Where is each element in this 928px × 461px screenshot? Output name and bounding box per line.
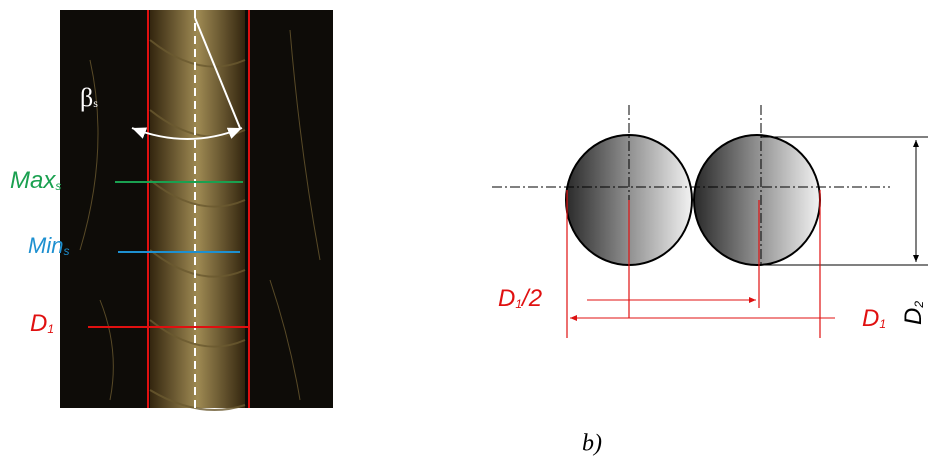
rope	[150, 10, 245, 408]
photo-panel: βs Maxs Mins D1	[10, 10, 333, 410]
half-text: D	[498, 285, 515, 312]
d2-text: D	[900, 308, 927, 325]
max-text: Max	[10, 167, 56, 194]
d2-label: D2	[900, 301, 927, 325]
d-text: D	[30, 310, 47, 337]
max-subscript: s	[55, 179, 61, 193]
figure: βs Maxs Mins D1 D1/2 D1 D2 b)	[0, 0, 928, 461]
half-subscript: 1	[515, 297, 522, 311]
d2-subscript: 2	[912, 301, 926, 309]
beta-symbol: β	[80, 83, 93, 112]
half-label: D1/2	[498, 285, 542, 312]
min-subscript: s	[63, 244, 69, 258]
d1-label: D1	[862, 305, 886, 332]
d-subscript: 1	[47, 322, 54, 336]
min-label: Mins	[28, 233, 69, 258]
circle	[694, 135, 820, 265]
d1-text: D	[862, 305, 879, 332]
d-label: D1	[30, 310, 54, 337]
min-text: Min	[28, 233, 63, 258]
beta-subscript: s	[93, 96, 98, 110]
d1-subscript: 1	[879, 317, 886, 331]
max-label: Maxs	[10, 167, 61, 194]
diagram-panel: D1/2 D1 D2	[492, 105, 928, 338]
half-suffix: /2	[520, 285, 542, 312]
caption: b)	[582, 431, 602, 457]
